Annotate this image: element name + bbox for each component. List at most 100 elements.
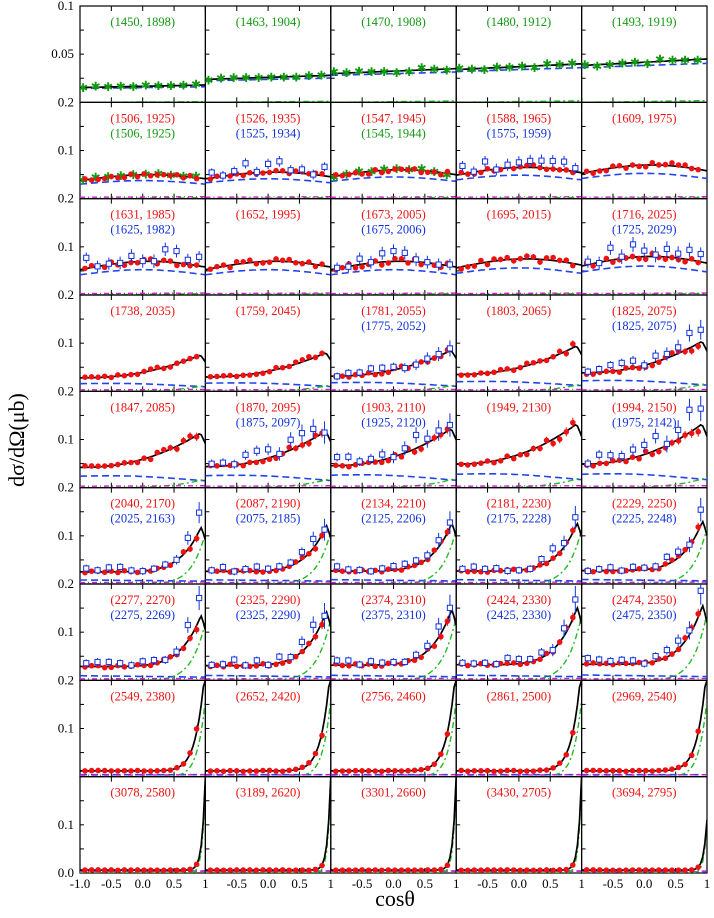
red-data-point (556, 167, 563, 173)
blue-data-point (356, 369, 363, 376)
blue-data-point (675, 250, 682, 257)
red-data-point (411, 767, 418, 774)
red-data-point (478, 767, 484, 774)
red-data-point (530, 768, 537, 774)
red-data-point (636, 163, 642, 170)
red-data-point (160, 171, 167, 178)
red-data-point (167, 172, 174, 179)
x-tick-label: -0.5 (477, 876, 498, 891)
blue-data-point (150, 565, 158, 572)
red-data-point (260, 170, 266, 176)
red-data-point (312, 866, 319, 873)
red-data-point (524, 768, 530, 774)
green-data-point: ✱ (341, 66, 351, 80)
red-data-point (266, 259, 273, 265)
red-data-point (497, 458, 504, 464)
panel-label: (1631, 1985) (110, 208, 175, 222)
red-data-point (174, 360, 180, 367)
blue-data-point (641, 362, 648, 369)
red-data-point (378, 867, 385, 874)
red-data-point (603, 167, 610, 174)
panel: (2474, 2350)(2475, 2350) (580, 583, 708, 681)
red-data-point (537, 867, 543, 873)
red-data-point (636, 566, 642, 572)
panel-label: (2374, 2310) (361, 593, 426, 607)
red-data-point (167, 767, 174, 773)
blue-data-point (697, 405, 704, 412)
dashed-curve (330, 268, 457, 276)
theory-curve (80, 525, 206, 573)
panel-plot-area (581, 680, 707, 777)
panel-plot-area (581, 236, 707, 296)
panel-plot-area (456, 253, 582, 296)
blue-data-point (265, 446, 272, 453)
red-data-point (464, 462, 471, 468)
red-data-point (484, 458, 491, 464)
blue-data-point (196, 509, 203, 516)
green-data-point: ✱ (153, 79, 163, 93)
panel: (1673, 2005)(1675, 2006) (330, 198, 457, 296)
red-data-point (649, 451, 656, 458)
red-data-point (253, 768, 260, 774)
red-data-point (438, 633, 444, 640)
red-data-point (220, 768, 227, 775)
red-data-point (570, 862, 576, 868)
blue-data-point (663, 245, 670, 253)
blue-data-point (572, 514, 579, 521)
blue-data-point (287, 654, 294, 661)
green-data-point: ✱ (178, 78, 188, 92)
red-data-point (570, 341, 576, 347)
red-data-point (398, 768, 405, 774)
blue-data-point (675, 426, 682, 434)
red-data-point (312, 750, 319, 757)
red-data-point (537, 445, 543, 452)
blue-data-point (333, 657, 341, 664)
red-data-point (695, 864, 702, 870)
red-data-point (656, 359, 662, 366)
red-data-point (642, 256, 649, 262)
panel-plot-area (205, 156, 331, 199)
blue-data-point (412, 557, 420, 564)
red-data-point (550, 765, 556, 771)
red-data-point (491, 768, 497, 775)
blue-data-point (401, 249, 408, 256)
red-data-point (603, 255, 610, 262)
panel-label: (1716, 2025) (612, 208, 677, 222)
red-data-point (253, 663, 260, 669)
red-data-point (524, 162, 530, 169)
red-data-point (167, 258, 174, 264)
blue-data-point (265, 160, 272, 168)
red-data-point (497, 768, 504, 775)
red-data-point (187, 433, 193, 439)
y-tick-label: 0.2 (58, 191, 74, 206)
blue-data-point (105, 658, 112, 666)
panel: (2374, 2310)(2375, 2310) (330, 583, 457, 681)
blue-data-point (310, 425, 317, 433)
dashed-curve (581, 379, 707, 386)
red-data-point (101, 767, 108, 774)
red-data-point (537, 767, 543, 773)
green-data-point: ✱ (91, 171, 101, 185)
panel-label: (1525, 1934) (236, 126, 301, 140)
red-data-point (385, 168, 392, 175)
dashed-curve (581, 62, 707, 69)
red-data-point (656, 867, 662, 873)
red-data-point (121, 767, 128, 774)
red-data-point (385, 369, 392, 376)
blue-data-point (504, 567, 511, 575)
red-data-point (405, 767, 411, 774)
panel-label: (2040, 2170) (110, 497, 175, 511)
blue-data-point (184, 256, 191, 263)
green-data-point: ✱ (304, 69, 314, 83)
red-data-point (115, 461, 121, 468)
red-data-point (240, 172, 247, 179)
red-data-point (286, 363, 292, 370)
panel-label: (1675, 2006) (361, 223, 426, 237)
blue-data-point (663, 646, 670, 654)
red-data-point (187, 546, 193, 552)
panel: ✱ ✱ ✱ ✱ ✱ ✱ ✱ ✱ ✱ ✱(1463, 1904) (204, 5, 332, 103)
red-data-point (411, 867, 418, 874)
red-data-point (167, 562, 174, 569)
red-data-point (167, 867, 174, 873)
x-tick-label: 1 (328, 876, 335, 891)
